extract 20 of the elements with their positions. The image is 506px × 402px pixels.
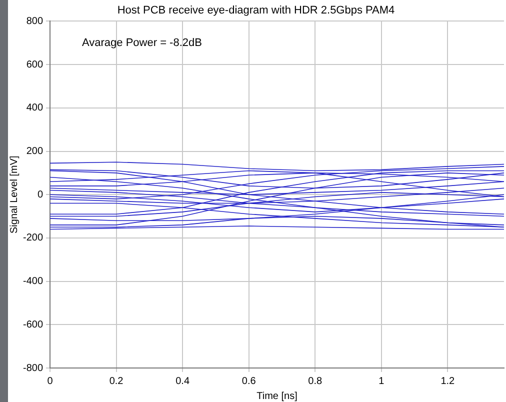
y-tick-label: 0 (37, 189, 44, 200)
x-tick-label: 1.2 (440, 376, 456, 387)
x-tick-label: 0 (47, 376, 54, 387)
chart-title: Host PCB receive eye-diagram with HDR 2.5Gbps PAM4 (117, 4, 395, 17)
y-tick-label: -800 (23, 362, 44, 374)
annotation: Avarage Power = -8.2dB (82, 37, 202, 50)
y-axis-title: Signal Level [mV] (8, 155, 20, 234)
y-tick-label: 800 (26, 16, 44, 27)
y-tick-label: 600 (26, 59, 44, 70)
y-tick-label: 200 (26, 146, 44, 157)
y-tick-label: -600 (23, 319, 44, 330)
x-tick-label: 0.4 (176, 376, 190, 387)
y-tick-label: -200 (23, 232, 44, 244)
x-axis-title: Time [ns] (256, 390, 298, 402)
x-tick-label: 1 (378, 376, 385, 387)
y-tick-label: -400 (23, 276, 44, 288)
x-tick-label: 0.2 (109, 376, 124, 387)
x-tick-label: 0.8 (308, 376, 322, 387)
y-tick-label: 400 (26, 102, 44, 114)
x-tick-label: 0.6 (242, 376, 256, 387)
